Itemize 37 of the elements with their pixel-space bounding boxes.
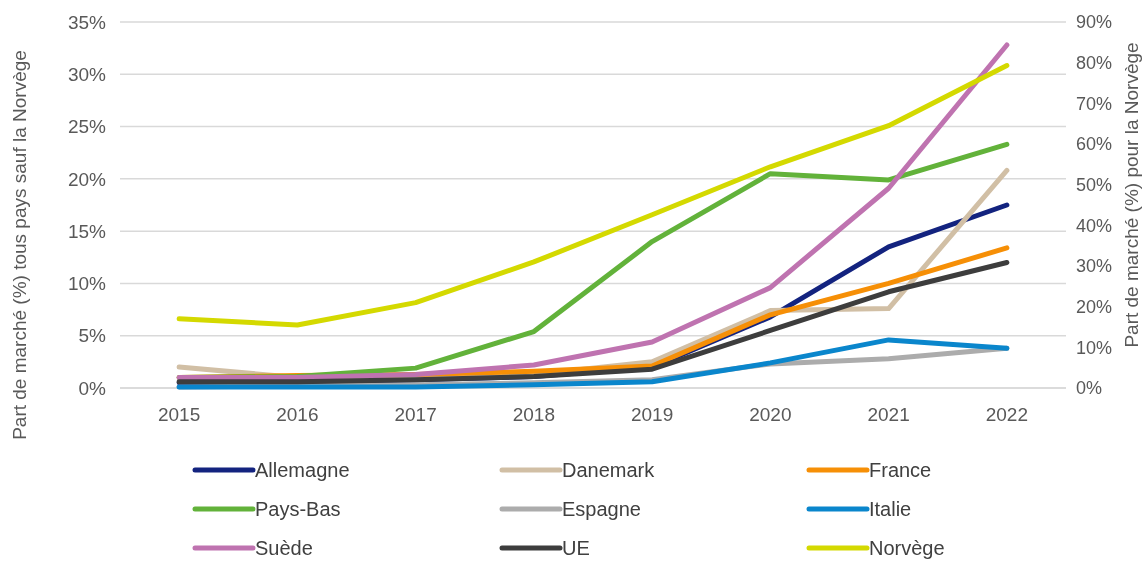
y2-tick-label: 20%: [1076, 296, 1113, 317]
y-tick-label: 10%: [67, 273, 107, 295]
legend-label: Danemark: [562, 459, 656, 481]
y2-tick-label: 0%: [1076, 378, 1103, 399]
x-tick-label: 2018: [512, 403, 556, 425]
y-tick-label: 25%: [67, 116, 107, 138]
legend-label: Pays-Bas: [255, 498, 341, 520]
x-tick-label: 2016: [276, 403, 319, 425]
x-tick-label: 2021: [867, 403, 910, 425]
legend-label: Espagne: [562, 498, 641, 520]
y-axis-title: Part de marché (%) tous pays sauf la Norvège: [9, 50, 30, 440]
y2-tick-label: 60%: [1076, 134, 1113, 155]
legend-label: Norvège: [869, 537, 945, 559]
y2-tick-label: 70%: [1076, 93, 1113, 114]
y2-tick-label: 80%: [1076, 52, 1113, 73]
x-tick-label: 2022: [985, 403, 1029, 425]
y2-tick-label: 50%: [1076, 174, 1113, 195]
y2-tick-label: 40%: [1076, 215, 1113, 236]
y2-axis-title: Part de marché (%) pour la Norvège: [1121, 42, 1142, 348]
x-tick-label: 2017: [394, 403, 437, 425]
legend-label: France: [869, 459, 932, 481]
y-tick-label: 15%: [67, 220, 107, 242]
y-tick-label: 0%: [78, 377, 107, 399]
y2-tick-label: 90%: [1076, 12, 1113, 33]
legend-label: UE: [562, 537, 590, 559]
y-tick-label: 5%: [78, 325, 107, 347]
y-tick-label: 30%: [67, 63, 107, 85]
legend-label: Italie: [869, 498, 912, 520]
x-tick-label: 2015: [157, 403, 201, 425]
x-tick-label: 2019: [630, 403, 674, 425]
legend-label: Allemagne: [255, 459, 350, 481]
y2-tick-label: 30%: [1076, 256, 1113, 277]
x-tick-label: 2020: [749, 403, 792, 425]
y-tick-label: 20%: [67, 168, 107, 190]
y-tick-label: 35%: [67, 11, 107, 33]
y2-tick-label: 10%: [1076, 337, 1113, 358]
legend-label: Suède: [255, 537, 313, 559]
